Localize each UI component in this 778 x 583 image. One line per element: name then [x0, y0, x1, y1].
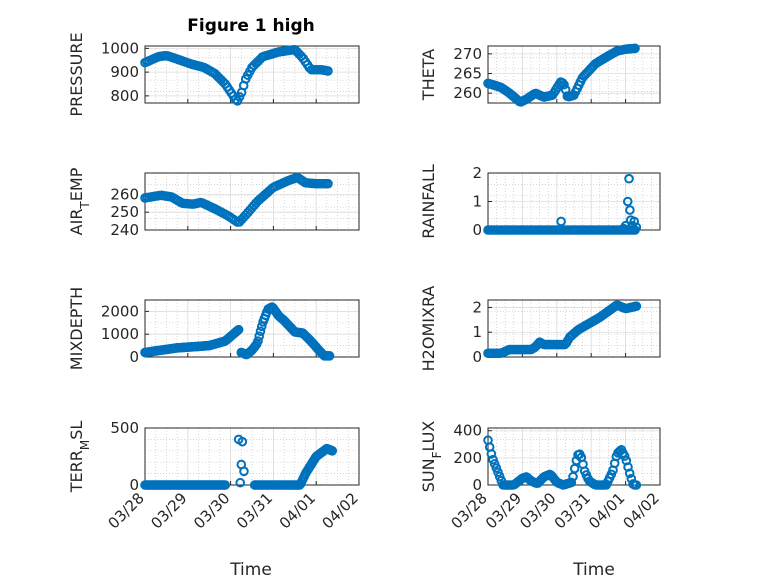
y-axis-label: TERRMSL	[67, 421, 92, 494]
x-axis-label-left: Time	[229, 560, 272, 580]
y-tick-label: 500	[110, 419, 139, 437]
data-point	[324, 351, 335, 361]
data-point	[566, 477, 577, 488]
y-tick-label: 270	[453, 45, 482, 63]
data-series	[140, 302, 335, 361]
x-tick-label: 04/01	[276, 489, 319, 532]
y-tick-label: 2	[472, 164, 482, 182]
data-point	[254, 331, 265, 341]
subplot-pressure: 800 900 1000 PRESSURE	[67, 32, 360, 117]
data-point	[619, 451, 630, 461]
y-tick-label: 1000	[101, 39, 139, 57]
x-tick-label: 03/31	[233, 489, 276, 532]
figure-title: Figure 1 high	[187, 16, 315, 36]
data-series	[483, 300, 642, 359]
y-tick-label: 1	[472, 323, 482, 341]
y-axis-label: RAINFALL	[419, 164, 438, 239]
data-point	[255, 326, 266, 337]
axes-box	[144, 299, 360, 358]
y-tick-label: 0	[129, 348, 139, 366]
data-point	[327, 446, 338, 456]
x-tick-label: 03/28	[448, 489, 491, 532]
subplot-mixdepth: 0 1000 2000 MIXDEPTH	[67, 287, 360, 370]
x-tick-label: 03/31	[551, 489, 594, 532]
y-axis-label: THETA	[419, 49, 438, 101]
data-point	[622, 196, 633, 207]
y-tick-label: 800	[110, 87, 139, 105]
y-tick-label: 240	[110, 221, 139, 239]
data-point	[631, 480, 642, 490]
x-tick-label: 04/02	[620, 489, 663, 532]
x-tick-label: 04/01	[585, 489, 628, 532]
subplot-h2omixra: 0 1 2 H2OMIXRA	[419, 286, 661, 372]
data-series	[483, 173, 642, 235]
axes-box	[144, 45, 360, 104]
x-tick-label: 03/30	[190, 489, 233, 532]
y-tick-label: 265	[453, 65, 482, 83]
y-tick-label: 2000	[101, 302, 139, 320]
data-point	[631, 301, 642, 311]
y-tick-label: 400	[453, 422, 482, 440]
data-point	[486, 449, 497, 459]
data-point	[253, 336, 263, 346]
x-tick-label: 04/02	[319, 489, 362, 532]
data-point	[239, 466, 249, 477]
axes-box	[487, 45, 661, 104]
data-series	[140, 434, 338, 490]
data-point	[556, 216, 566, 227]
data-point	[323, 178, 333, 189]
y-tick-label: 0	[472, 221, 482, 239]
y-tick-label: 260	[453, 84, 482, 102]
data-series	[140, 172, 333, 227]
x-axis-label-right: Time	[572, 560, 615, 580]
y-axis-label-subscript: F	[430, 451, 444, 458]
x-tick-label: 03/30	[516, 489, 559, 532]
y-tick-label: 2	[472, 298, 482, 316]
data-series	[483, 435, 642, 490]
data-point	[624, 468, 635, 479]
subplot-rainfall: 0 1 2 RAINFALL	[419, 164, 661, 239]
y-tick-label: 0	[472, 476, 482, 494]
data-point	[620, 220, 631, 231]
y-tick-label: 1	[472, 193, 482, 211]
y-axis-label-subscript: M	[78, 440, 92, 450]
data-point	[559, 79, 569, 90]
y-tick-label: 0	[472, 348, 482, 366]
data-series	[483, 43, 640, 107]
x-tick-label: 03/29	[147, 489, 190, 532]
data-point	[629, 216, 640, 227]
y-tick-label: 200	[453, 449, 482, 467]
axes-box	[487, 299, 661, 358]
y-axis-label: SUNFLUX	[419, 421, 444, 493]
subplot-terr-msl: 0 500 03/28 03/29 03/30 03/31 04/01 04/02 TERRMS…	[67, 419, 362, 532]
y-axis-label: MIXDEPTH	[67, 287, 86, 370]
data-point	[625, 205, 635, 215]
x-tick-label: 03/28	[105, 489, 148, 532]
x-tick-label: 03/29	[482, 489, 525, 532]
data-point	[235, 477, 246, 488]
data-point	[323, 66, 333, 76]
y-tick-label: 1000	[101, 325, 139, 343]
data-point	[631, 222, 642, 232]
y-tick-label: 250	[110, 203, 139, 221]
y-tick-label: 900	[110, 63, 139, 81]
y-axis-label: PRESSURE	[67, 32, 86, 116]
y-tick-label: 260	[110, 185, 139, 203]
data-point	[624, 173, 634, 184]
data-point	[233, 324, 244, 335]
y-axis-label: H2OMIXRA	[419, 286, 438, 372]
data-point	[630, 43, 640, 54]
data-point	[220, 480, 231, 490]
data-series	[140, 45, 333, 106]
data-point	[237, 436, 248, 447]
y-tick-label: 0	[129, 476, 139, 494]
y-axis-label: AIRTEMP	[67, 167, 92, 235]
y-axis-label-subscript: T	[78, 201, 92, 210]
